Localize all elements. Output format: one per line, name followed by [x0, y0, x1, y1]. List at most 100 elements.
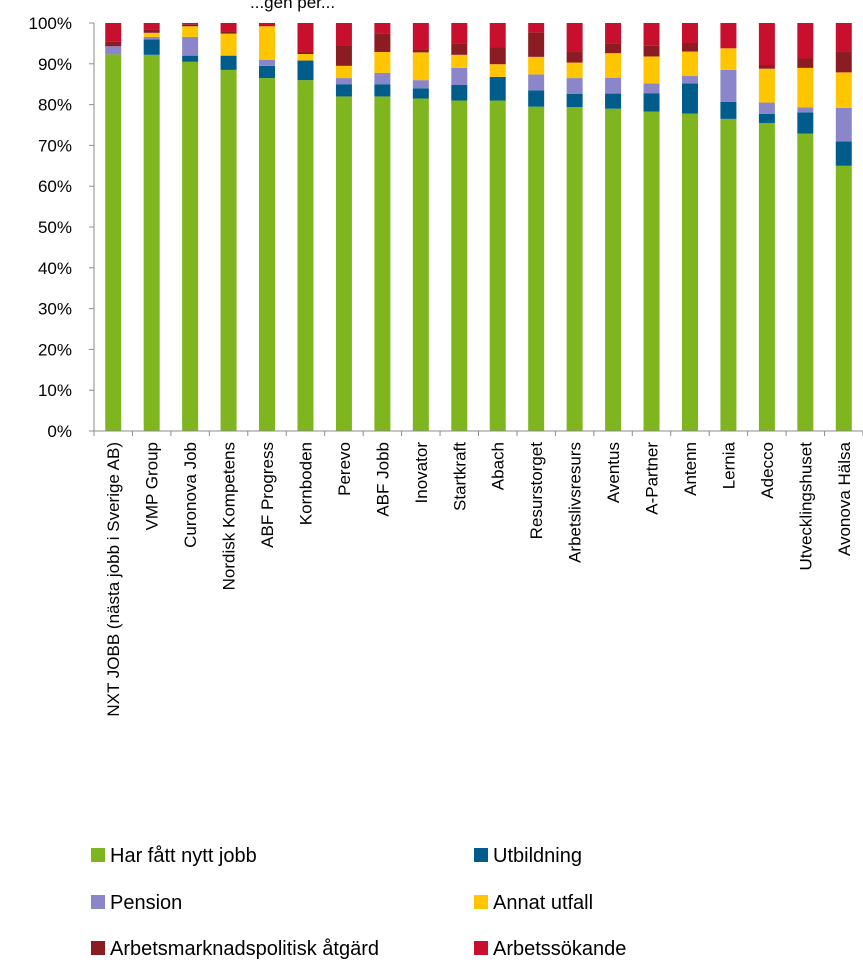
bar-segment — [182, 61, 199, 431]
bar-segment — [528, 74, 545, 91]
y-tick-label: 10% — [38, 381, 72, 400]
bar-segment — [643, 111, 660, 431]
legend-swatch — [474, 895, 488, 909]
bar-segment — [720, 118, 737, 431]
bar-segment — [451, 43, 468, 55]
bar-segment — [835, 51, 852, 73]
bar-segment — [451, 67, 468, 86]
bar-segment — [451, 23, 468, 44]
bar-segment — [335, 65, 352, 79]
bar-segment — [451, 85, 468, 101]
legend-item: Utbildning — [474, 845, 582, 867]
bar-segment — [412, 80, 429, 89]
bar-segment — [681, 51, 698, 77]
x-category-label: ABF Jobb — [373, 442, 392, 517]
legend-label: Annat utfall — [493, 892, 593, 914]
legend-swatch — [474, 941, 488, 955]
chart-title-partial: ...gen per... — [250, 0, 335, 12]
legend-label: Pension — [110, 892, 182, 914]
bar-segment — [643, 56, 660, 84]
legend-item: Annat utfall — [474, 892, 593, 914]
bar-segment — [182, 36, 199, 56]
chart-title-fragment: ...gen per... — [250, 0, 335, 12]
bar-segment — [105, 23, 122, 42]
bar-segment — [489, 64, 506, 77]
bar-segment — [220, 69, 237, 432]
bar-segment — [566, 107, 583, 432]
y-tick-label: 70% — [38, 136, 72, 155]
x-category-label: Antenn — [681, 442, 700, 496]
bar-segment — [566, 51, 583, 63]
bar-segment — [412, 49, 429, 53]
x-category-label: Lernia — [719, 441, 738, 489]
bar-segment — [797, 23, 814, 59]
bar-segment — [605, 53, 622, 78]
bar-segment — [797, 112, 814, 134]
bar-segment — [297, 80, 314, 432]
legend-label: Arbetsmarknadspolitisk åtgärd — [110, 938, 379, 960]
bar-segment — [681, 113, 698, 431]
bar-segment — [758, 122, 775, 432]
legend-swatch — [474, 848, 488, 862]
bar-segment — [374, 96, 391, 431]
axes-layer: 0% 10% 20% 30% 40% 50% 60% 70% 80% 90% 100% NXT JOB… — [29, 14, 863, 717]
bar-segment — [605, 108, 622, 432]
legend-label: Utbildning — [493, 845, 582, 867]
bar-segment — [758, 68, 775, 103]
bar-segment — [681, 83, 698, 114]
bar-segment — [720, 69, 737, 102]
bar-segment — [605, 23, 622, 44]
bar-segment — [259, 78, 276, 431]
legend-label: Har fått nytt jobb — [110, 845, 257, 867]
bar-stack — [835, 23, 852, 432]
bar-segment — [143, 54, 160, 431]
bar-segment — [143, 36, 160, 40]
x-category-label: Resurstorget — [527, 442, 546, 540]
x-category-label: VMP Group — [143, 442, 162, 531]
bar-segment — [335, 96, 352, 431]
bar-segment — [605, 77, 622, 94]
legend-item: Arbetsmarknadspolitisk åtgärd — [91, 938, 379, 960]
bar-segment — [451, 100, 468, 432]
bar-segment — [758, 65, 775, 69]
bars-layer — [105, 23, 852, 432]
bar-segment — [297, 54, 314, 61]
bar-segment — [374, 23, 391, 34]
bar-segment — [835, 23, 852, 52]
bar-stack — [105, 23, 122, 432]
bar-segment — [528, 56, 545, 75]
bar-segment — [105, 46, 122, 55]
bar-segment — [259, 25, 276, 27]
x-category-label: Curonova Job — [181, 442, 200, 548]
bar-segment — [297, 23, 314, 52]
legend: Har fått nytt jobb Utbildning Pension Annat… — [91, 845, 626, 960]
bar-segment — [720, 48, 737, 70]
bar-stack — [489, 23, 506, 432]
bar-segment — [220, 31, 237, 34]
bar-segment — [335, 78, 352, 85]
bar-segment — [489, 76, 506, 101]
x-category-label: Utvecklingshuset — [796, 442, 815, 571]
bar-segment — [412, 88, 429, 99]
bar-segment — [451, 54, 468, 68]
bar-segment — [528, 90, 545, 107]
y-tick-label: 40% — [38, 259, 72, 278]
bar-segment — [259, 23, 276, 26]
y-tick-label: 30% — [38, 300, 72, 319]
y-tick-label: 90% — [38, 55, 72, 74]
bar-segment — [835, 165, 852, 432]
x-category-label: Startkraft — [450, 442, 469, 511]
bar-stack — [643, 23, 660, 431]
x-category-label: NXT JOBB (nästa jobb i Sverige AB) — [104, 442, 123, 717]
bar-segment — [143, 29, 160, 33]
bar-segment — [335, 45, 352, 66]
y-tick-label: 20% — [38, 340, 72, 359]
bar-segment — [374, 33, 391, 52]
x-category-label: Nordisk Kompetens — [220, 442, 239, 590]
bar-segment — [605, 43, 622, 54]
bar-segment — [412, 23, 429, 50]
bar-segment — [143, 39, 160, 55]
bar-segment — [758, 102, 775, 114]
bar-segment — [489, 47, 506, 65]
